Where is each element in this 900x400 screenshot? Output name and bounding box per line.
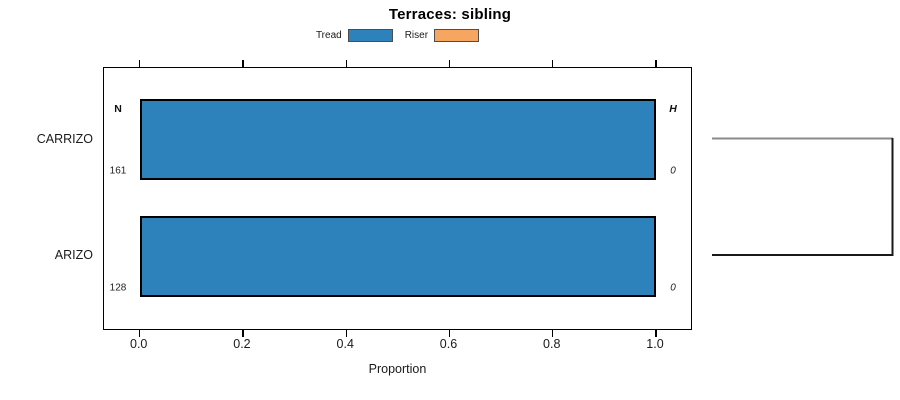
h-value-arizo: 0 xyxy=(670,282,676,293)
legend-label: Tread xyxy=(315,29,342,41)
legend-item-tread: Tread xyxy=(315,28,393,42)
x-axis-tick-label: 1.0 xyxy=(646,337,664,351)
y-axis-label-carrizo: CARRIZO xyxy=(36,131,93,146)
x-axis-tick-label: 0.6 xyxy=(439,337,458,351)
h-header-label: H xyxy=(669,103,677,115)
legend-item-riser: Riser xyxy=(404,28,480,42)
y-axis-label-arizo: ARIZO xyxy=(54,248,93,262)
x-axis-tick-top xyxy=(552,59,554,67)
x-axis-tick-top xyxy=(139,59,141,67)
legend: Tread Riser xyxy=(103,27,692,43)
x-axis-tick-label: 0.4 xyxy=(336,337,354,351)
legend-swatch-tread-icon xyxy=(347,28,393,42)
n-value-arizo: 128 xyxy=(109,282,127,293)
cluster-bracket-icon xyxy=(712,137,894,256)
x-axis-tick-top xyxy=(242,59,244,67)
plot-area: N H 161 0 128 0 xyxy=(103,59,692,337)
legend-swatch-riser-icon xyxy=(434,28,480,42)
h-value-carrizo: 0 xyxy=(670,165,676,177)
x-axis-label: Proportion xyxy=(368,362,427,376)
bar-tread-arizo xyxy=(139,215,656,297)
n-value-carrizo: 161 xyxy=(109,165,127,177)
x-axis-tick xyxy=(139,329,141,337)
legend-label: Riser xyxy=(404,29,429,41)
bar-tread-carrizo xyxy=(139,99,656,180)
x-axis-tick xyxy=(242,329,244,337)
x-axis-tick xyxy=(345,329,347,337)
x-axis-tick-label: 0.2 xyxy=(233,337,251,351)
x-axis-tick-top xyxy=(448,59,451,67)
x-axis-tick xyxy=(655,329,657,337)
n-header-label: N xyxy=(114,103,122,115)
chart-title: Terraces: sibling xyxy=(388,6,512,23)
x-axis-tick-top xyxy=(345,59,347,67)
x-axis-tick-top xyxy=(655,59,657,67)
x-axis-tick xyxy=(448,329,451,337)
x-axis-tick xyxy=(552,329,554,337)
x-axis-tick-label: 0.0 xyxy=(129,337,148,351)
x-axis-tick-label: 0.8 xyxy=(543,337,561,351)
